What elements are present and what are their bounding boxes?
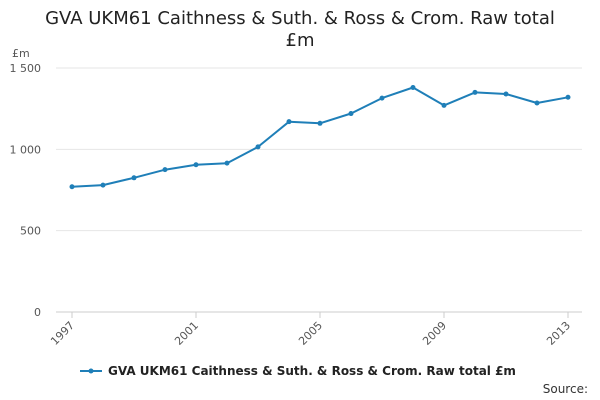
data-point [348, 111, 354, 117]
data-point [410, 85, 416, 91]
x-tick-label: 2001 [172, 319, 201, 348]
data-point [317, 120, 323, 126]
data-point [224, 160, 230, 166]
source-label[interactable]: Source: [542, 382, 588, 396]
series-line [71, 86, 569, 188]
data-point [441, 102, 447, 108]
data-point [69, 184, 75, 190]
legend[interactable]: GVA UKM61 Caithness & Suth. & Ross & Cro… [80, 364, 516, 378]
data-point [565, 94, 571, 100]
data-point [193, 162, 199, 168]
x-tick-label: 2013 [544, 319, 573, 348]
y-tick-label: 1 500 [10, 62, 42, 75]
y-axis-label: £m [12, 47, 30, 60]
data-point [286, 119, 292, 125]
data-point [100, 182, 106, 188]
data-point [379, 95, 385, 101]
data-point [503, 91, 509, 97]
data-point [131, 175, 137, 181]
data-point [534, 100, 540, 106]
legend-swatch [80, 368, 102, 374]
data-point [162, 167, 168, 173]
data-point [472, 89, 478, 95]
y-tick-label: 1 000 [10, 143, 42, 156]
x-tick-label: 1997 [48, 319, 77, 348]
y-tick-label: 500 [20, 225, 41, 238]
x-tick-label: 2005 [296, 319, 325, 348]
data-point [255, 144, 261, 150]
x-tick-label: 2009 [420, 319, 449, 348]
legend-label: GVA UKM61 Caithness & Suth. & Ross & Cro… [108, 364, 516, 378]
chart-title: GVA UKM61 Caithness & Suth. & Ross & Cro… [45, 8, 555, 51]
y-tick-label: 0 [34, 306, 41, 319]
